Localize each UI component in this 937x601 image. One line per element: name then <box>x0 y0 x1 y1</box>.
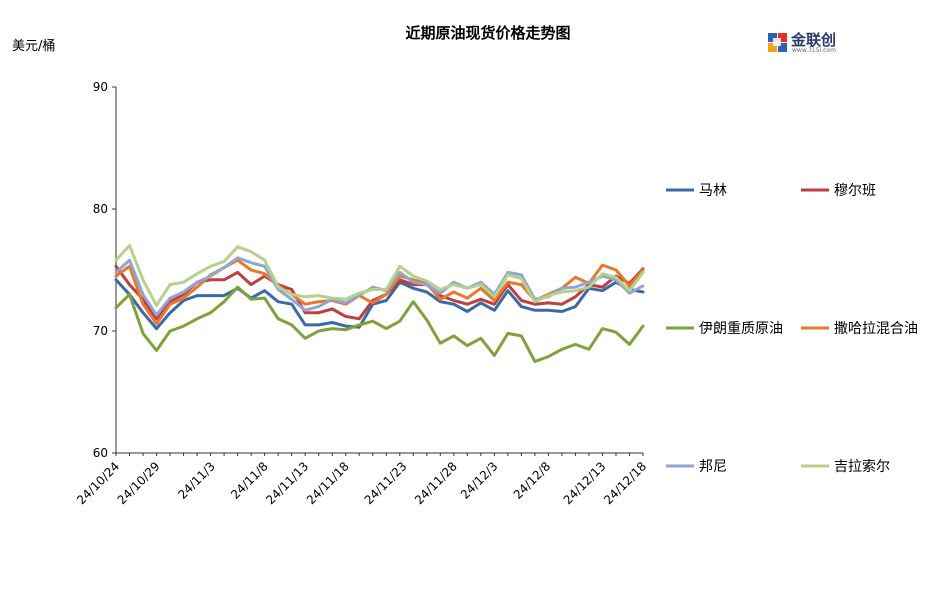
series-line-6 <box>114 244 645 307</box>
series-line-3 <box>114 285 645 363</box>
legend-label: 马林 <box>699 183 727 199</box>
x-tick-label: 24/10/24 <box>74 459 122 507</box>
y-tick-label: 90 <box>93 80 108 94</box>
x-tick-label: 24/11/28 <box>412 459 460 507</box>
logo-mark-icon <box>768 33 787 52</box>
x-tick-label: 24/11/13 <box>263 459 311 507</box>
x-tick-label: 24/12/8 <box>511 459 554 502</box>
x-tick-label: 24/12/18 <box>601 459 649 507</box>
logo-text: 金联创 <box>790 31 836 49</box>
y-tick-label: 70 <box>93 324 108 338</box>
x-tick-label: 24/10/29 <box>115 459 163 507</box>
y-axis-unit-label: 美元/桶 <box>12 39 55 54</box>
legend-label: 伊朗重质原油 <box>699 321 783 337</box>
legend-label: 吉拉索尔 <box>834 458 890 475</box>
x-tick-label: 24/11/3 <box>175 459 218 502</box>
x-tick-label: 24/12/3 <box>458 459 501 502</box>
x-tick-label: 24/11/23 <box>362 459 410 507</box>
y-tick-label: 60 <box>93 446 108 460</box>
legend-label: 邦尼 <box>699 459 727 475</box>
series-layer <box>114 244 645 363</box>
x-tick-label: 24/12/13 <box>561 459 609 507</box>
legend-label: 穆尔班 <box>834 183 876 199</box>
legend-label: 撒哈拉混合油 <box>834 321 918 337</box>
logo-subtext: www.315i.com <box>792 47 836 54</box>
series-line-1 <box>114 278 645 331</box>
logo: 金联创 www.315i.com <box>768 31 836 54</box>
chart-title: 近期原油现货价格走势图 <box>405 24 570 42</box>
y-tick-label: 80 <box>93 202 108 216</box>
x-tick-label: 24/11/18 <box>304 459 352 507</box>
